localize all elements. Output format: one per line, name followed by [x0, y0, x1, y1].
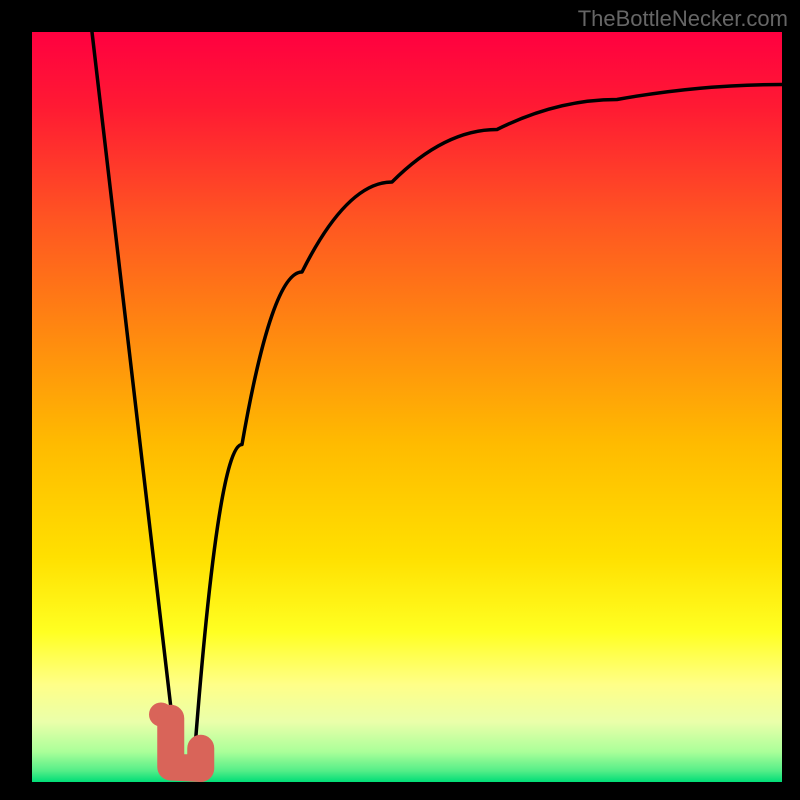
- watermark-text: TheBottleNecker.com: [578, 6, 788, 32]
- chart-container: TheBottleNecker.com: [0, 0, 800, 800]
- current-position-marker: [32, 32, 782, 782]
- plot-area: [32, 32, 782, 782]
